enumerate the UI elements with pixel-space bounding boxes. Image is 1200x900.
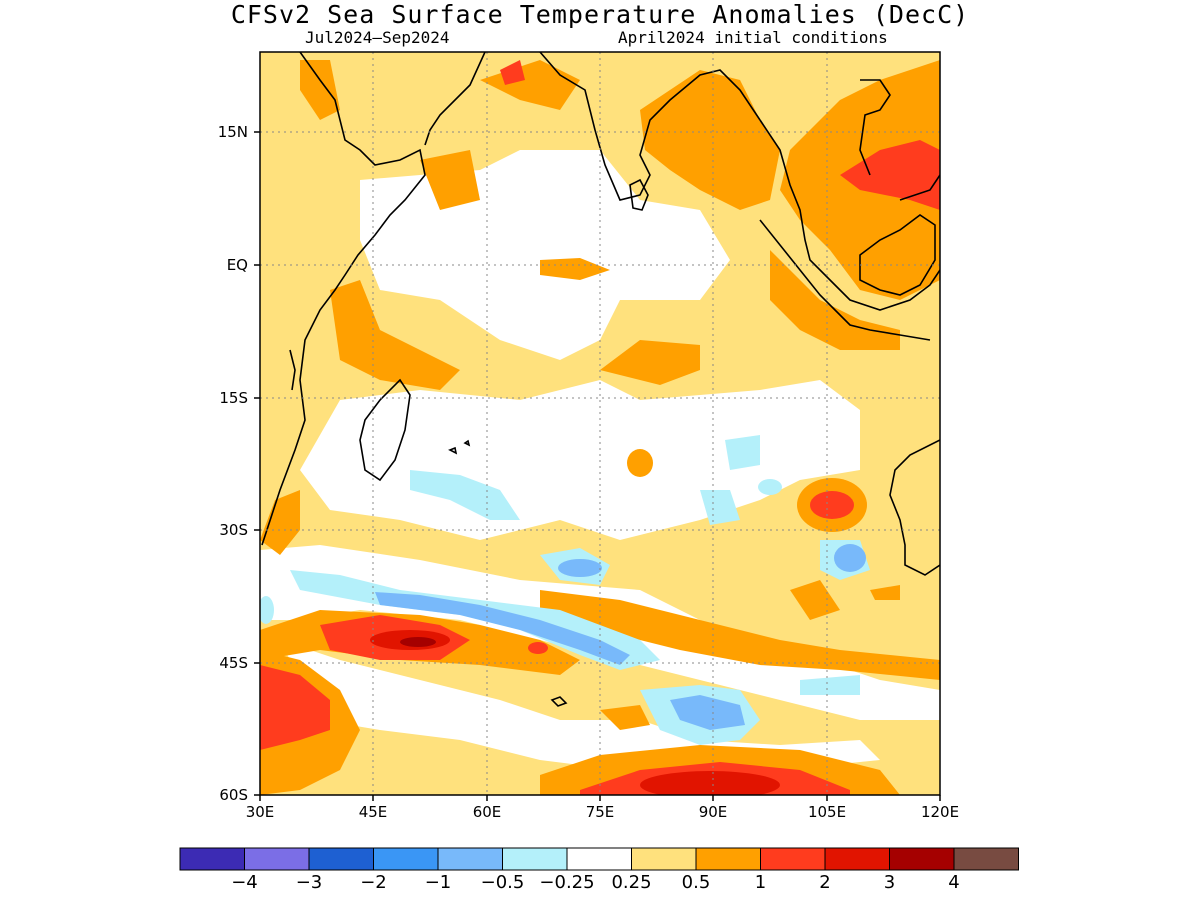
colorbar-swatch [889, 847, 955, 871]
lon-label-45e: 45E [358, 803, 388, 821]
strong-warm-arabian [500, 60, 525, 85]
weak-cool-patch-6 [725, 435, 760, 470]
colorbar-swatch [953, 847, 1019, 871]
strong-warm-west-australia [810, 491, 854, 519]
lat-label-60s: 60S [219, 786, 248, 804]
lat-label-eq: EQ [226, 256, 248, 274]
weak-cool-patch-5 [700, 490, 740, 525]
cool-patch-35s [558, 559, 602, 577]
colorbar-label: −3 [295, 872, 323, 893]
colorbar-label: −0.25 [539, 872, 595, 893]
warm-arabian-coast [300, 60, 340, 120]
colorbar-label: 2 [819, 872, 831, 893]
warm-somali-patch [420, 150, 480, 210]
warm-central-patch [600, 340, 700, 385]
coast-australia [889, 439, 940, 576]
colorbar-swatch [760, 847, 826, 871]
extreme-warm-agulhas [400, 637, 436, 647]
cool-patch-50s [670, 695, 745, 730]
warm-band-40s [540, 590, 940, 680]
colorbar-label: 0.5 [681, 872, 711, 893]
forecast-period: Jul2024—Sep2024 [305, 28, 450, 47]
lon-label-30e: 30E [245, 803, 275, 821]
colorbar-label: −0.5 [480, 872, 525, 893]
colorbar-swatch [695, 847, 761, 871]
colorbar [179, 847, 1019, 871]
weak-cool-patch-8 [758, 479, 782, 495]
lon-label-75e: 75E [585, 803, 615, 821]
colorbar-label: −2 [360, 872, 387, 893]
lat-label-15s: 15S [219, 389, 248, 407]
colorbar-swatch [631, 847, 697, 871]
colorbar-swatch [502, 847, 568, 871]
coast-africa-west-lake [289, 349, 296, 391]
gridlines [260, 52, 940, 795]
lon-label-105e: 105E [807, 803, 847, 821]
coast-sumatra-java [759, 219, 931, 341]
lat-label-15n: 15N [217, 123, 248, 141]
colorbar-label: −1 [424, 872, 452, 893]
warm-spot-south [627, 449, 653, 477]
lat-label-45s: 45S [219, 654, 248, 672]
coast-borneo [859, 214, 936, 296]
warm-sumatra [770, 250, 900, 350]
initial-conditions-label: April2024 initial conditions [618, 28, 888, 47]
coastlines [261, 52, 940, 707]
coast-southeast-asia [759, 79, 940, 311]
lon-label-90e: 90E [698, 803, 728, 821]
colorbar-label: 4 [948, 872, 960, 893]
coast-mascarene [448, 439, 471, 455]
warm-patch-50s [600, 705, 650, 730]
very-warm-southern [640, 771, 780, 795]
axis-ticks [254, 131, 941, 801]
lon-label-60e: 60E [472, 803, 502, 821]
warm-equatorial-patch [540, 258, 610, 280]
colorbar-swatch [566, 847, 632, 871]
coast-arabia-india [261, 52, 426, 546]
lat-label-30s: 30S [219, 521, 248, 539]
colorbar-swatch [244, 847, 310, 871]
anomaly-field [260, 52, 940, 795]
weak-cool-patch-1 [410, 470, 520, 520]
weak-cool-patch-9 [260, 596, 274, 624]
strong-warm-40s-small [528, 642, 548, 654]
warm-east-africa [330, 280, 460, 390]
map-title: CFSv2 Sea Surface Temperature Anomalies … [230, 0, 970, 29]
colorbar-label: 1 [754, 872, 767, 893]
colorbar-label: 3 [883, 872, 896, 893]
colorbar-swatch [373, 847, 439, 871]
coast-madagascar [359, 378, 411, 482]
coast-kerguelen [550, 696, 568, 707]
colorbar-swatch [437, 847, 503, 871]
warm-patch-east-far [870, 585, 900, 600]
strong-warm-south-china [840, 140, 940, 210]
colorbar-label: −4 [231, 872, 258, 893]
lon-label-120e: 120E [920, 803, 960, 821]
weak-cool-patch-7 [800, 675, 860, 695]
strong-warm-sw [260, 665, 330, 750]
colorbar-label: 0.25 [611, 872, 652, 893]
cool-band-40s [375, 592, 630, 665]
warm-bay-of-bengal [640, 70, 780, 210]
coast-sri-lanka [629, 178, 649, 211]
colorbar-swatch [308, 847, 374, 871]
warm-west-mozambique [260, 490, 300, 555]
colorbar-swatch [179, 847, 245, 871]
colorbar-swatch [824, 847, 890, 871]
cool-patch-west-australia [834, 544, 866, 572]
